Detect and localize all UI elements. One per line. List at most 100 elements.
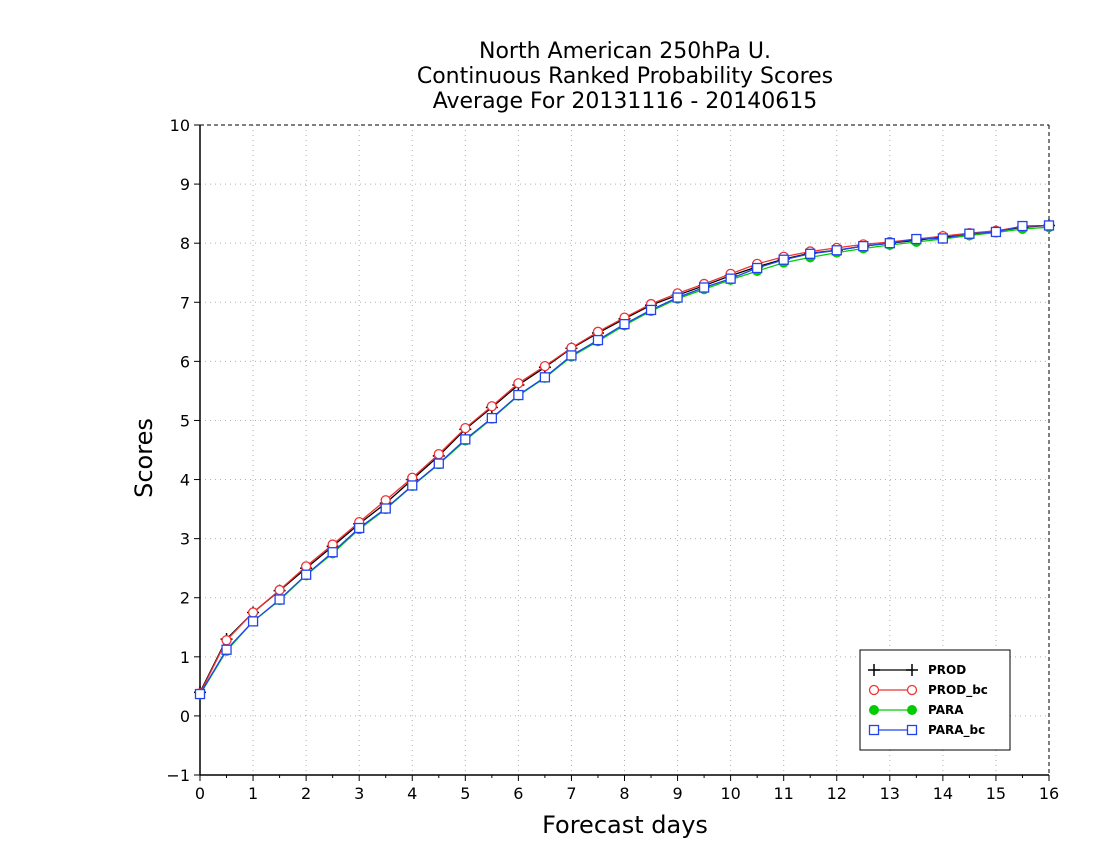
legend-item-para-bc: PARA_bc: [868, 723, 985, 738]
legend-marker-para-bc: [868, 724, 880, 736]
legend-label-prod-bc: PROD_bc: [928, 683, 988, 698]
x-tick-label: 6: [513, 784, 523, 803]
data-point-para-bc: [539, 372, 551, 383]
legend-label-para-bc: PARA_bc: [928, 723, 985, 738]
data-point-para-bc: [486, 412, 497, 424]
data-point-para-bc: [513, 389, 524, 401]
y-tick-label: 5: [180, 411, 190, 430]
x-tick-label: 9: [672, 784, 682, 803]
grid-layer: [200, 125, 1049, 775]
x-tick-label: 8: [619, 784, 629, 803]
data-point-para-bc: [592, 334, 604, 346]
series-prod: [194, 219, 1055, 699]
series-prod-bc: [194, 220, 1055, 699]
data-point-para-bc: [831, 245, 842, 256]
data-point-prod-bc: [460, 422, 471, 434]
y-tick-label: 3: [180, 530, 190, 549]
y-axis-label: Scores: [130, 418, 158, 498]
data-point-para-bc: [247, 616, 259, 627]
legend-item-prod-bc: PROD_bc: [868, 683, 988, 698]
data-point-para-bc: [858, 240, 869, 252]
x-tick-label: 16: [1039, 784, 1059, 803]
data-point-prod-bc: [247, 607, 259, 618]
data-point-para-bc: [911, 233, 922, 245]
chart-title-line-2: Continuous Ranked Probability Scores: [417, 64, 833, 89]
data-point-para-bc: [274, 594, 285, 605]
x-tick-label: 14: [933, 784, 953, 803]
data-point-para-bc: [327, 547, 338, 558]
data-point-para-bc: [990, 226, 1002, 238]
legend-marker-para-bc: [906, 724, 918, 736]
data-point-para-bc: [460, 434, 471, 445]
legend: PROD PROD_bc PARA PARA_bc: [859, 649, 1011, 751]
y-tick-label: 1: [180, 648, 190, 667]
legend-label-prod: PROD: [928, 663, 966, 677]
y-tick-label: −1: [166, 766, 190, 785]
y-tick-label: 10: [170, 116, 190, 135]
data-point-prod-bc: [221, 635, 232, 646]
x-tick-label: 10: [720, 784, 740, 803]
y-tick-label: 4: [180, 471, 190, 490]
data-point-para-bc: [937, 233, 949, 244]
x-tick-label: 11: [774, 784, 794, 803]
data-point-para-bc: [566, 350, 577, 361]
legend-marker-prod: [868, 664, 880, 676]
data-point-para-bc: [354, 522, 365, 534]
data-point-prod-bc: [486, 401, 497, 412]
x-tick-label: 13: [880, 784, 900, 803]
data-point-prod-bc: [513, 378, 524, 389]
data-point-para-bc: [778, 254, 789, 265]
data-point-para-bc: [300, 569, 312, 580]
chart-title-line-1: North American 250hPa U.: [479, 39, 771, 64]
data-point-para-bc: [964, 228, 975, 239]
data-point-para-bc: [752, 262, 763, 274]
legend-item-prod: PROD: [868, 663, 966, 677]
series-para-bc: [194, 220, 1055, 700]
data-point-para-bc: [407, 480, 418, 491]
y-tick-label: 7: [180, 293, 190, 312]
y-tick-label: 2: [180, 589, 190, 608]
data-point-para-bc: [221, 644, 232, 655]
x-axis-label: Forecast days: [542, 811, 708, 839]
y-tick-label: 9: [180, 175, 190, 194]
x-tick-label: 15: [986, 784, 1006, 803]
y-tick-label: 6: [180, 352, 190, 371]
x-tick-label: 12: [827, 784, 847, 803]
data-point-para-bc: [698, 282, 710, 293]
data-point-para-bc: [672, 292, 683, 303]
x-tick-label: 1: [248, 784, 258, 803]
data-point-para-bc: [194, 688, 206, 700]
y-tick-label: 8: [180, 234, 190, 253]
x-tick-label: 0: [195, 784, 205, 803]
data-point-para-bc: [380, 503, 391, 514]
legend-marker-para: [907, 705, 917, 715]
data-point-para-bc: [725, 273, 736, 284]
series-layer: [194, 219, 1055, 700]
data-point-para-bc: [645, 304, 657, 316]
legend-marker-prod-bc: [868, 684, 880, 696]
legend-marker-prod: [906, 664, 918, 676]
legend-marker-prod-bc: [906, 684, 918, 696]
x-tick-label: 4: [407, 784, 417, 803]
data-point-para-bc: [1043, 220, 1055, 231]
legend-label-para: PARA: [928, 703, 964, 717]
data-point-para-bc: [805, 248, 816, 259]
x-tick-label: 7: [566, 784, 576, 803]
legend-marker-para: [869, 705, 879, 715]
data-point-para-bc: [433, 458, 444, 469]
data-point-para-bc: [1017, 220, 1028, 232]
legend-box: [859, 649, 1011, 751]
data-point-prod-bc: [433, 448, 444, 460]
x-tick-label: 3: [354, 784, 364, 803]
data-point-para-bc: [884, 238, 895, 249]
data-point-prod-bc: [539, 360, 551, 372]
x-tick-label: 2: [301, 784, 311, 803]
data-point-prod-bc: [274, 584, 285, 596]
legend-item-para: PARA: [869, 703, 964, 717]
data-point-para-bc: [619, 318, 630, 330]
x-tick-label: 5: [460, 784, 470, 803]
y-tick-label: 0: [180, 707, 190, 726]
